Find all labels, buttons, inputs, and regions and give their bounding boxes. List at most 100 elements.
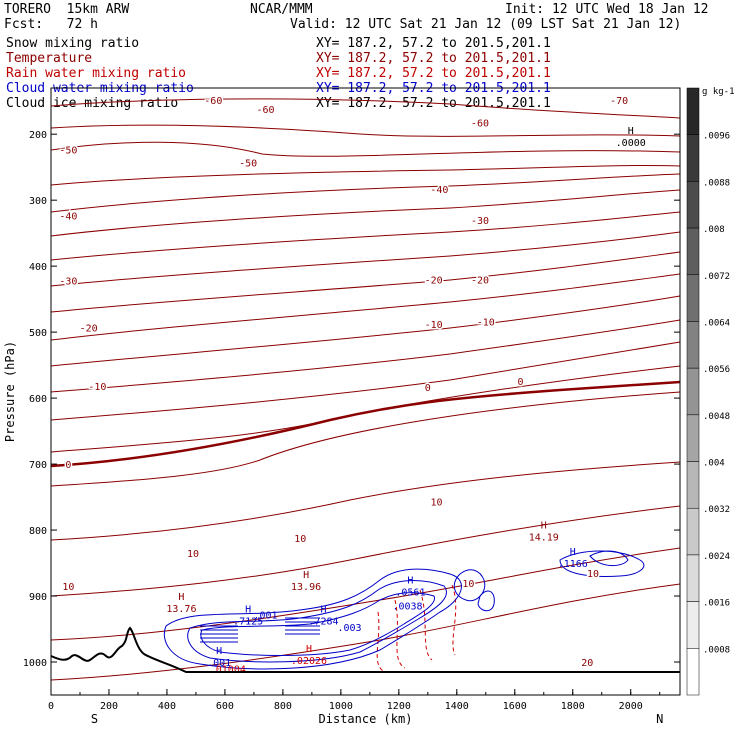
y-tick-label-900: 900 — [29, 592, 47, 603]
x-tick-label-600: 600 — [216, 701, 234, 712]
colorbar-swatch-7 — [686, 414, 700, 462]
temp-label-24: 10 — [587, 569, 599, 580]
x-tick-label-1800: 1800 — [561, 701, 585, 712]
colorbar-swatch-4 — [686, 274, 700, 322]
y-tick-label-400: 400 — [29, 262, 47, 273]
temp-label-9: -30 — [59, 277, 77, 288]
cloud-water-contour-5 — [559, 550, 645, 577]
y-tick-label-300: 300 — [29, 196, 47, 207]
temp-label-18: 0 — [65, 460, 71, 471]
colorbar: .0096 .0088 .008 .0072 .0064 .0056 .0048 .004 .0… — [686, 87, 730, 696]
rain-contour-2 — [419, 589, 433, 661]
max-value-3: 13.76 — [166, 604, 196, 615]
terrain — [50, 626, 680, 673]
isotherm-zero-line — [50, 380, 681, 468]
colorbar-tick-8: .0032 — [703, 505, 730, 515]
temp-label-5: -50 — [239, 159, 257, 170]
temp-label-15: -10 — [88, 382, 106, 393]
colorbar-swatch-10 — [686, 554, 700, 602]
field-rain-xy: XY= 187.2, 57.2 to 201.5,201.1 — [316, 66, 551, 81]
contour-labels: -60 -60 -70 -60 -50 -50 -40 -40 -30 -30 -20 -20 -20 -… — [58, 94, 646, 676]
max-value-10: .0038 — [392, 601, 422, 612]
colorbar-tick-3: .0072 — [703, 272, 730, 282]
y-tick-label-800: 800 — [29, 526, 47, 537]
max-value-1: 14.19 — [529, 533, 559, 544]
x-tick-label-2000: 2000 — [619, 701, 643, 712]
temp-label-14: -10 — [477, 318, 495, 329]
y-tick-label-200: 200 — [29, 130, 47, 141]
colorbar-swatch-12 — [686, 648, 700, 696]
cloud-water-contour-6 — [589, 550, 629, 566]
valid-time: Valid: 12 UTC Sat 21 Jan 12 (09 LST Sat … — [290, 17, 682, 32]
colorbar-tick-2: .008 — [703, 225, 725, 235]
isotherm-line-2 — [50, 141, 681, 157]
x-axis-label: Distance (km) — [319, 712, 413, 726]
colorbar-tick-4: .0064 — [703, 318, 730, 328]
x-tick-label-1000: 1000 — [329, 701, 353, 712]
temp-label-10: -20 — [425, 275, 443, 286]
colorbar-swatch-2 — [686, 181, 700, 229]
max-marker-6: H — [245, 604, 251, 615]
colorbar-tick-9: .0024 — [703, 552, 730, 562]
temp-label-11: -20 — [471, 275, 489, 286]
y-tick-label-600: 600 — [29, 394, 47, 405]
isotherm-line-3 — [50, 164, 681, 186]
isotherm-line-9 — [50, 273, 681, 341]
temp-label-1: -60 — [256, 105, 274, 116]
isotherm-line-0 — [50, 98, 681, 119]
temp-label-3: -60 — [471, 118, 489, 129]
y-axis-label: Pressure (hPa) — [3, 341, 17, 442]
max-value-13: .02026 — [291, 656, 327, 667]
colorbar-tick-5: .0056 — [703, 365, 730, 375]
max-value-9: .003 — [338, 623, 362, 634]
field-temperature-xy: XY= 187.2, 57.2 to 201.5,201.1 — [316, 51, 551, 66]
isotherm-line-6 — [50, 211, 681, 261]
terrain-line — [50, 626, 680, 673]
rain-contour-1 — [394, 599, 406, 669]
x-tick-label-400: 400 — [158, 701, 176, 712]
temp-label-8: -30 — [471, 216, 489, 227]
max-value-12: .01004 — [210, 665, 246, 676]
forecast-hour: Fcst: 72 h — [4, 17, 98, 32]
colorbar-unit: g kg-1 — [702, 87, 735, 97]
field-rain: Rain water mixing ratio — [6, 66, 187, 81]
temperature-contours — [50, 98, 681, 681]
organization: NCAR/MMM — [250, 2, 313, 17]
max-value-4: .0561 — [395, 587, 425, 598]
isotherm-line-15 — [50, 461, 681, 541]
max-marker-13: H — [306, 644, 312, 655]
colorbar-tick-6: .0048 — [703, 412, 730, 422]
colorbar-swatch-6 — [686, 367, 700, 416]
colorbar-swatch-9 — [686, 507, 700, 556]
colorbar-swatch-3 — [686, 227, 700, 276]
x-tick-label-800: 800 — [274, 701, 292, 712]
max-marker-4: H — [407, 575, 413, 586]
endpoint-north: N — [656, 712, 663, 726]
plot-frame — [50, 87, 681, 696]
max-marker-11: H — [216, 646, 222, 657]
max-marker-0: H — [628, 126, 634, 137]
temp-label-13: -10 — [425, 320, 443, 331]
x-tick-label-1200: 1200 — [387, 701, 411, 712]
cloud-water-contour-0 — [163, 568, 462, 670]
temp-label-12: -20 — [80, 324, 98, 335]
colorbar-tick-10: .0016 — [703, 599, 730, 609]
max-marker-5: H — [570, 547, 576, 558]
y-tick-label-500: 500 — [29, 328, 47, 339]
max-value-8: .001 — [253, 611, 277, 622]
temp-label-21: 10 — [187, 549, 199, 560]
isotherm-line-11 — [50, 319, 681, 393]
max-value-7: .7284 — [308, 616, 338, 627]
isotherm-line-7 — [50, 231, 681, 287]
isotherm-line-10 — [50, 295, 681, 367]
max-value-0: .0000 — [616, 138, 646, 149]
isotherm-line-1 — [50, 124, 681, 137]
endpoint-south: S — [91, 712, 98, 726]
max-value-11: .001 — [207, 658, 231, 669]
temp-label-0: -60 — [204, 96, 222, 107]
temp-label-22: 10 — [62, 582, 74, 593]
temp-label-25: 20 — [581, 658, 593, 669]
x-axis: 0 200 400 600 800 1000 1200 1400 1600 1800 2000 — [48, 689, 661, 712]
